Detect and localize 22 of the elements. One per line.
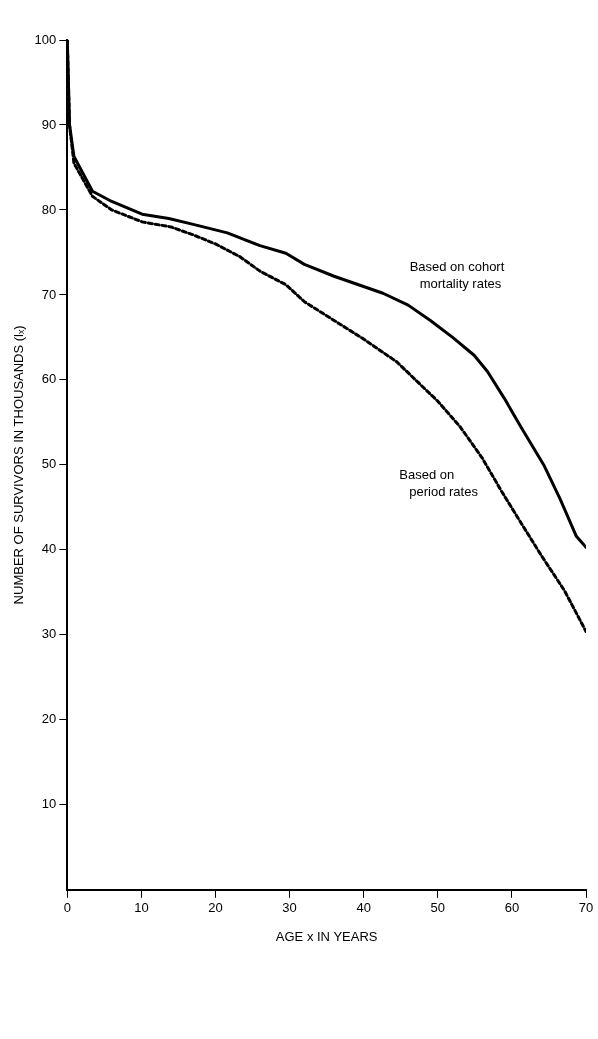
y-axis-title: NUMBER OF SURVIVORS IN THOUSANDS (lₓ) [11, 325, 27, 605]
series-label: Based on period rates [399, 467, 479, 500]
y-tick-label: 30 [41, 626, 57, 642]
x-tick-label: 30 [282, 900, 297, 916]
y-tick-label: 20 [41, 711, 57, 727]
x-tick-label: 50 [430, 900, 446, 916]
y-tick-label: 80 [41, 201, 57, 217]
x-tick-label: 10 [134, 900, 149, 916]
y-tick-label: 100 [34, 31, 57, 47]
y-tick-label: 90 [41, 116, 57, 132]
x-tick-label: 60 [504, 900, 520, 916]
x-tick-label: 40 [356, 900, 371, 916]
series-label: Based on cohort mortality rates [409, 259, 505, 292]
y-tick-label: 10 [41, 796, 57, 812]
y-tick-label: 50 [41, 456, 57, 472]
y-tick-label: 40 [41, 541, 57, 557]
y-tick-label: 60 [41, 371, 57, 387]
x-axis-title: AGE x IN YEARS [275, 928, 378, 944]
x-tick-label: 70 [578, 900, 594, 916]
x-tick-label: 0 [63, 900, 71, 916]
y-tick-label: 70 [41, 286, 57, 302]
x-tick-label: 20 [208, 900, 223, 916]
